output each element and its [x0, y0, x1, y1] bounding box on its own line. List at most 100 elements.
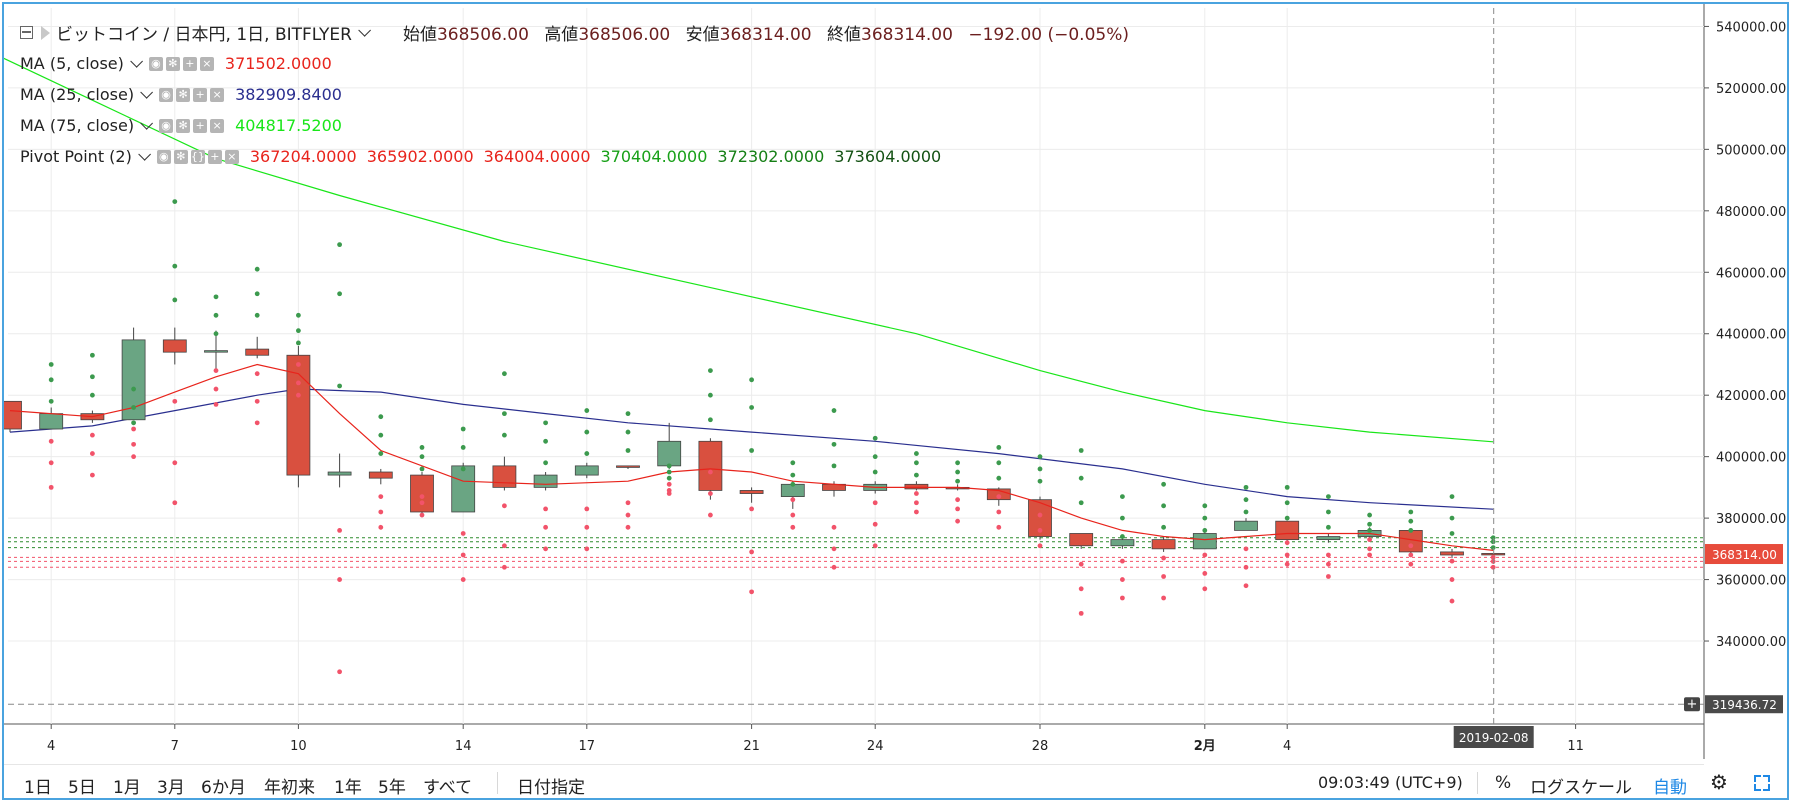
plus-icon[interactable]: + [193, 87, 208, 102]
gear-icon[interactable]: ✻ [165, 56, 180, 71]
range-1y[interactable]: 1年 [334, 778, 362, 798]
crosshair-plus-icon[interactable] [1684, 697, 1700, 712]
range-1d[interactable]: 1日 [24, 778, 52, 798]
candle[interactable] [1275, 520, 1300, 543]
pivot-support-dot [749, 549, 754, 555]
candle[interactable] [1234, 518, 1258, 531]
pivot-support-dot [213, 368, 219, 374]
pivot-resistance-dot [1243, 484, 1249, 490]
candle[interactable] [574, 462, 599, 479]
range-ytd[interactable]: 年初来 [264, 778, 315, 798]
crosshair-date-label: 2019-02-08 [1459, 731, 1529, 745]
candle[interactable] [904, 481, 929, 491]
fullscreen-icon[interactable] [1754, 775, 1770, 791]
pivot-support-dot [1490, 555, 1496, 560]
gear-icon[interactable]: ✻ [176, 87, 191, 102]
toolbar-separator [1477, 772, 1478, 794]
candle[interactable] [368, 468, 393, 485]
candle[interactable] [410, 472, 434, 516]
pivot-value-r3: 373604.0000 [834, 147, 942, 166]
pivot-resistance-dot [914, 460, 919, 466]
indicator-label[interactable]: Pivot Point (2) [20, 147, 132, 166]
chevron-down-icon[interactable] [130, 55, 143, 68]
candle[interactable] [1151, 536, 1176, 552]
pivot-resistance-dot [749, 377, 754, 383]
x-tick-label: 17 [579, 739, 596, 754]
candle[interactable] [616, 465, 640, 469]
pivot-support-dot [1326, 574, 1331, 579]
close-icon[interactable]: × [210, 118, 225, 133]
pivot-support-dot [48, 460, 54, 466]
candle[interactable] [245, 336, 270, 359]
eye-icon[interactable]: ◉ [156, 149, 171, 164]
candle[interactable] [327, 453, 352, 488]
y-tick-label: 340000.00 [1716, 635, 1786, 650]
pivot-resistance-dot [955, 460, 960, 466]
collapse-icon[interactable] [20, 26, 33, 39]
date-jump-button[interactable]: 日付指定 [517, 778, 585, 798]
candle[interactable] [533, 472, 558, 491]
plus-icon[interactable]: + [182, 56, 197, 71]
candle-body [368, 471, 393, 479]
ma5-line [9, 363, 1494, 551]
range-5y[interactable]: 5年 [378, 778, 406, 798]
low-value: 368314.00 [719, 25, 812, 45]
indicator-label[interactable]: MA (25, close) [20, 85, 135, 104]
close-icon[interactable]: × [210, 87, 225, 102]
symbol-chevron-icon[interactable] [358, 24, 371, 37]
pivot-resistance-dot [1120, 534, 1125, 539]
pivot-support-dot [1120, 558, 1125, 564]
range-5d[interactable]: 5日 [68, 778, 96, 798]
candle[interactable] [1316, 533, 1341, 543]
pivot-support-dot [914, 500, 919, 506]
pivot-resistance-dot [543, 438, 548, 444]
candle[interactable] [1028, 496, 1052, 540]
candle[interactable] [204, 330, 228, 371]
log-scale-toggle[interactable]: ログスケール [1530, 778, 1632, 798]
eye-icon[interactable]: ◉ [159, 118, 174, 133]
percent-toggle[interactable]: % [1495, 773, 1512, 793]
eye-icon[interactable]: ◉ [148, 56, 163, 71]
candle[interactable] [39, 407, 64, 430]
chevron-down-icon[interactable] [138, 148, 151, 161]
candle[interactable] [162, 327, 187, 365]
pivot-support-dot [543, 524, 548, 530]
candle[interactable] [739, 487, 764, 503]
pivot-value-r1: 370404.0000 [600, 147, 708, 166]
candle[interactable] [1069, 533, 1094, 549]
chevron-down-icon[interactable] [140, 117, 154, 130]
range-all[interactable]: すべて [423, 778, 473, 798]
candle[interactable] [286, 346, 311, 488]
candle[interactable] [451, 462, 476, 513]
gear-icon[interactable]: ⚙ [1710, 770, 1728, 794]
plus-icon[interactable]: + [193, 118, 208, 133]
candle[interactable] [1192, 530, 1217, 550]
symbol-title[interactable]: ビットコイン / 日本円, 1日, BITFLYER [56, 25, 352, 45]
gear-icon[interactable]: ✻ [173, 149, 188, 164]
clock[interactable]: 09:03:49 (UTC+9) [1318, 773, 1463, 792]
candle[interactable] [492, 456, 517, 491]
indicator-label[interactable]: MA (75, close) [20, 116, 135, 135]
candle[interactable] [121, 327, 146, 421]
candle[interactable] [4, 400, 22, 433]
pivot-resistance-dot [831, 441, 837, 447]
x-tick-label: 4 [47, 739, 55, 754]
close-icon[interactable]: × [224, 149, 239, 164]
range-3m[interactable]: 3月 [157, 778, 185, 798]
candle[interactable] [657, 422, 682, 469]
braces-icon[interactable]: {} [190, 149, 205, 164]
flag-icon[interactable] [41, 25, 50, 40]
chevron-down-icon[interactable] [140, 86, 154, 99]
indicator-label[interactable]: MA (5, close) [20, 54, 124, 73]
range-6m[interactable]: 6か月 [201, 778, 246, 798]
candle[interactable] [1440, 548, 1464, 559]
close-icon[interactable]: × [199, 56, 214, 71]
eye-icon[interactable]: ◉ [159, 87, 174, 102]
gear-icon[interactable]: ✻ [176, 118, 191, 133]
plus-icon[interactable]: + [207, 149, 222, 164]
auto-scale-toggle[interactable]: 自動 [1653, 778, 1687, 798]
range-1m[interactable]: 1月 [113, 778, 141, 798]
pivot-resistance-dot [254, 266, 260, 272]
candle[interactable] [1398, 530, 1423, 555]
price-chart[interactable]: 540000.00 520000.00 500000.00 480000.00 4600… [4, 4, 1787, 764]
